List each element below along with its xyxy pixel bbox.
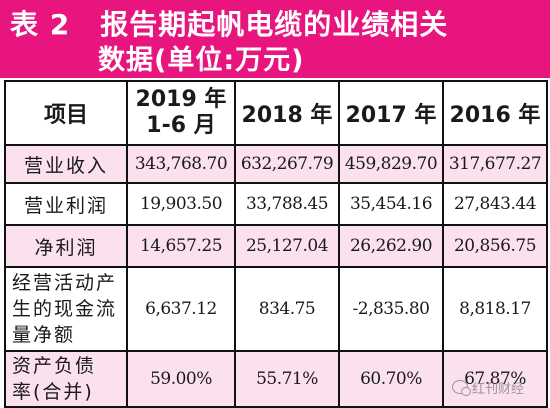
table-cell: 632,267.79: [234, 144, 340, 184]
table-cell: 317,677.27: [442, 144, 548, 184]
title-banner: 表 2 报告期起帆电缆的业绩相关 数据(单位:万元): [0, 0, 550, 78]
column-header-2019h1-year: 2019 年: [135, 87, 227, 112]
table-cell: 60.70%: [338, 350, 444, 408]
table-number: 表 2: [10, 8, 71, 41]
table-row-revenue: 营业收入 343,768.70 632,267.79 459,829.70 31…: [4, 144, 548, 184]
table-row-net-profit: 净利润 14,657.25 25,127.04 26,262.90 20,856…: [4, 224, 548, 268]
table-cell: 25,127.04: [234, 224, 340, 268]
column-header-2019h1: 2019 年 1-6 月: [126, 80, 236, 146]
watermark-text: 红刊财经: [472, 381, 525, 397]
table-header-row: 项目 2019 年 1-6 月 2018 年 2017 年 2016 年: [4, 80, 548, 146]
row-label-line: 资产负债: [12, 355, 97, 377]
title-line-2: 数据(单位:万元): [98, 44, 305, 76]
row-label-net-profit: 净利润: [4, 224, 128, 268]
row-label-operating-cash-flow: 经营活动产 生的现金流 量净额: [4, 266, 128, 352]
table-row-operating-cash-flow: 经营活动产 生的现金流 量净额 6,637.12 834.75 -2,835.8…: [4, 266, 548, 352]
column-header-2018: 2018 年: [234, 80, 340, 146]
column-header-2016: 2016 年: [442, 80, 548, 146]
table-cell: -2,835.80: [338, 266, 444, 352]
table-cell: 834.75: [234, 266, 340, 352]
table-cell: 59.00%: [126, 350, 236, 408]
column-header-2017: 2017 年: [338, 80, 444, 146]
row-label-revenue: 营业收入: [4, 144, 128, 184]
table-cell: 19,903.50: [126, 182, 236, 226]
row-label-operating-profit: 营业利润: [4, 182, 128, 226]
table-cell: 8,818.17: [442, 266, 548, 352]
performance-table: 项目 2019 年 1-6 月 2018 年 2017 年 2016 年 营业收…: [4, 80, 548, 408]
title-line-1: 表 2 报告期起帆电缆的业绩相关: [10, 6, 449, 41]
table-cell: 27,843.44: [442, 182, 548, 226]
chat-bubble-icon: [452, 380, 471, 396]
table-cell: 20,856.75: [442, 224, 548, 268]
row-label-line: 量净额: [12, 324, 76, 346]
table-cell: 33,788.45: [234, 182, 340, 226]
row-label-line: 率(合并): [12, 381, 94, 403]
table-cell: 35,454.16: [338, 182, 444, 226]
table-cell: 6,637.12: [126, 266, 236, 352]
column-header-2019h1-period: 1-6 月: [146, 113, 216, 138]
row-label-line: 生的现金流: [12, 298, 118, 320]
row-label-line: 经营活动产: [12, 272, 118, 294]
publisher-watermark: 红刊财经: [452, 376, 524, 398]
table-cell: 14,657.25: [126, 224, 236, 268]
table-title: 报告期起帆电缆的业绩相关: [100, 8, 449, 41]
table-cell: 343,768.70: [126, 144, 236, 184]
table-cell: 459,829.70: [338, 144, 444, 184]
row-label-debt-ratio: 资产负债 率(合并): [4, 350, 128, 408]
table-cell: 67.87%: [442, 350, 548, 408]
table-cell: 26,262.90: [338, 224, 444, 268]
table-cell: 55.71%: [234, 350, 340, 408]
table-row-operating-profit: 营业利润 19,903.50 33,788.45 35,454.16 27,84…: [4, 182, 548, 226]
column-header-item: 项目: [4, 80, 128, 146]
table-row-debt-ratio: 资产负债 率(合并) 59.00% 55.71% 60.70% 67.87%: [4, 350, 548, 408]
